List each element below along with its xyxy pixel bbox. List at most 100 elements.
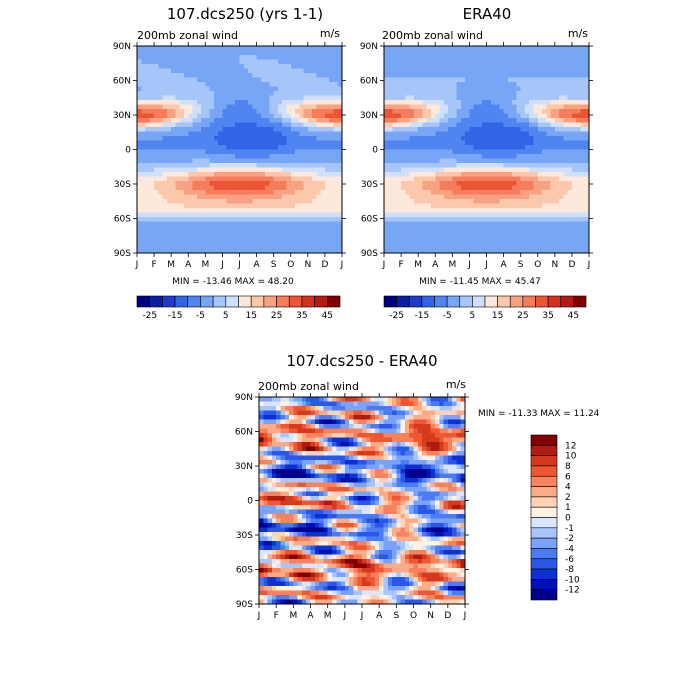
panel-era40-cell: [435, 113, 441, 119]
panel-era40-cell: [529, 95, 535, 101]
panel-model-cell: [145, 244, 151, 250]
panel-era40-cell: [384, 46, 389, 52]
panel-era40-cell: [443, 158, 449, 164]
panel-era40-cell: [477, 235, 483, 241]
panel-era40-cell: [559, 176, 564, 182]
panel-era40-cell: [482, 59, 488, 65]
panel-era40-cell: [524, 136, 530, 142]
panel-model-cell: [230, 122, 236, 128]
panel-era40-cell: [448, 73, 453, 79]
panel-model-cell: [239, 64, 245, 70]
panel-model-cell: [149, 127, 155, 133]
panel-model-y-tick-label: 60S: [114, 215, 131, 225]
panel-era40-cell: [584, 131, 590, 137]
panel-era40-cell: [392, 230, 398, 236]
panel-era40-cell: [405, 118, 411, 124]
panel-difference-cell: [276, 559, 282, 565]
panel-model-cell: [295, 203, 300, 209]
panel-era40-cell: [469, 149, 475, 155]
panel-model-cell: [222, 172, 228, 178]
panel-era40-cell: [567, 91, 573, 97]
panel-era40-cell: [456, 59, 462, 65]
panel-era40-cell: [388, 145, 394, 151]
panel-era40-cell: [469, 55, 475, 61]
panel-era40-cell: [580, 109, 586, 115]
panel-model-cell: [324, 100, 330, 106]
panel-era40-cell: [426, 208, 432, 214]
panel-era40-cell: [490, 163, 496, 169]
panel-model-cell: [282, 194, 288, 200]
panel-model-colorbar-swatch: [225, 295, 239, 308]
panel-era40-cell: [430, 118, 436, 124]
panel-model-cell: [162, 50, 168, 56]
panel-era40-cell: [409, 109, 415, 115]
panel-model-cell: [239, 127, 245, 133]
panel-model-cell: [303, 136, 309, 142]
panel-model-cell: [282, 140, 288, 146]
panel-era40-cell: [477, 46, 483, 52]
panel-era40-cell: [503, 140, 509, 146]
panel-model-cell: [307, 86, 313, 92]
panel-model-cell: [183, 95, 189, 101]
panel-era40-cell: [388, 208, 394, 214]
panel-model-cell: [260, 55, 266, 61]
panel-model-cell: [213, 176, 219, 182]
panel-era40-cell: [537, 221, 543, 227]
panel-era40-cell: [460, 64, 466, 70]
panel-model-cell: [171, 109, 177, 115]
panel-model-cell: [196, 230, 202, 236]
panel-difference-cell: [267, 460, 273, 466]
panel-era40-colorbar-swatch: [446, 295, 461, 308]
panel-model-cell: [183, 167, 189, 173]
panel-model-cell: [269, 86, 275, 92]
panel-model-cell: [273, 127, 279, 133]
panel-model-cell: [265, 181, 270, 187]
panel-model-cell: [260, 235, 266, 241]
panel-difference-cell: [284, 446, 290, 452]
panel-era40-cell: [477, 158, 483, 164]
panel-model-cell: [265, 185, 270, 191]
panel-model-cell: [145, 203, 151, 209]
panel-era40-cell: [563, 212, 569, 218]
panel-model-cell: [188, 64, 194, 70]
panel-era40-cell: [554, 64, 560, 70]
panel-model-cell: [329, 131, 335, 137]
panel-era40-cell: [533, 140, 539, 146]
panel-era40-cell: [499, 203, 505, 209]
panel-model-cell: [265, 235, 270, 241]
panel-era40-cell: [413, 181, 419, 187]
panel-era40-cell: [443, 244, 449, 250]
panel-era40-cell: [537, 176, 543, 182]
panel-era40-cell: [409, 190, 415, 196]
panel-era40-cell: [465, 208, 471, 214]
panel-era40-cell: [460, 50, 466, 56]
panel-model-cell: [171, 127, 177, 133]
panel-difference-cell: [267, 595, 273, 601]
panel-era40-cell: [401, 149, 406, 155]
panel-era40-cell: [520, 185, 526, 191]
panel-era40-cell: [563, 122, 569, 128]
panel-era40-cell: [460, 163, 466, 169]
panel-model-cell: [273, 167, 279, 173]
panel-model-cell: [299, 113, 305, 119]
panel-model-cell: [252, 235, 258, 241]
panel-era40-cell: [456, 226, 462, 232]
panel-era40-cell: [576, 176, 582, 182]
panel-difference-cell: [289, 491, 294, 497]
panel-era40-cell: [584, 208, 590, 214]
panel-model-cell: [303, 199, 309, 205]
panel-era40-cell: [503, 68, 509, 74]
panel-era40-cell: [580, 131, 586, 137]
panel-model-cell: [273, 154, 279, 160]
panel-model-cell: [222, 208, 228, 214]
panel-difference-cell: [289, 446, 294, 452]
panel-model-cell: [239, 167, 245, 173]
panel-era40-cell: [388, 226, 394, 232]
panel-era40-cell: [460, 104, 466, 110]
panel-model-cell: [269, 239, 275, 245]
panel-model-cell: [141, 136, 147, 142]
panel-model-cell: [235, 145, 241, 151]
panel-model-cell: [162, 113, 168, 119]
panel-era40-cell: [559, 230, 564, 236]
panel-model-cell: [243, 64, 249, 70]
